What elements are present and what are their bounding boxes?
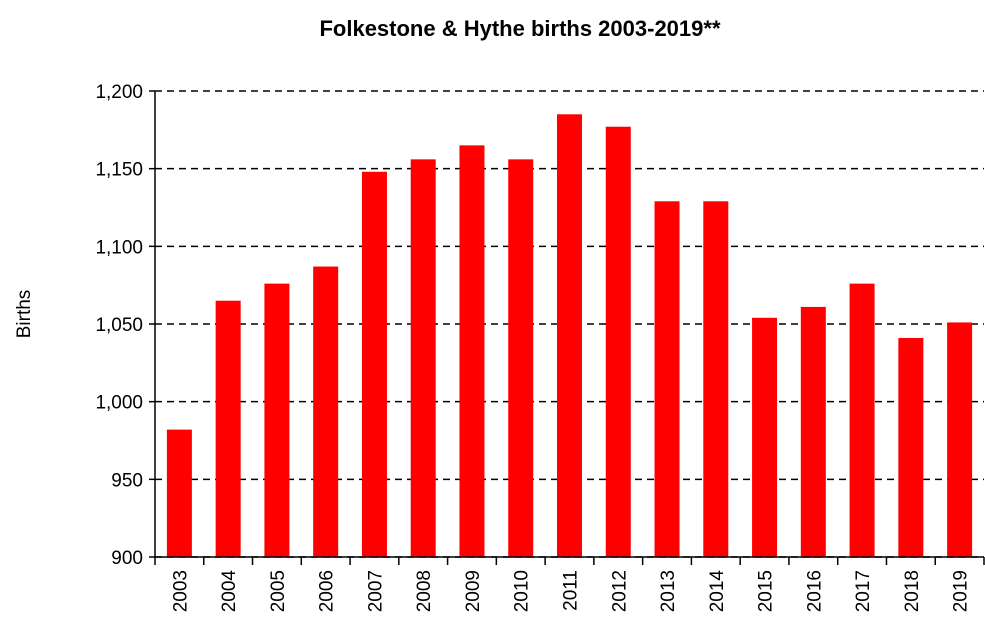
x-tick-label: 2015 <box>756 570 777 612</box>
x-tick-label: 2016 <box>804 570 825 612</box>
bar <box>605 126 631 557</box>
bar <box>264 283 290 557</box>
x-tick-label: 2006 <box>317 570 338 612</box>
x-tick-label: 2003 <box>170 570 191 612</box>
bar <box>800 306 826 557</box>
bar <box>508 159 534 557</box>
x-tick-label: 2013 <box>658 570 679 612</box>
bar <box>410 159 436 557</box>
x-tick-label: 2014 <box>707 570 728 613</box>
bar <box>947 322 973 557</box>
y-tick-label: 1,100 <box>95 237 143 258</box>
y-axis-label: Births <box>14 290 35 339</box>
x-tick-label: 2004 <box>219 570 240 613</box>
x-tick-label: 2018 <box>902 570 923 612</box>
y-tick-label: 1,000 <box>95 393 143 414</box>
x-tick-label: 2017 <box>853 570 874 612</box>
x-tick-label: 2011 <box>561 570 582 611</box>
x-tick-label: 2008 <box>414 570 435 612</box>
y-tick-label: 1,200 <box>95 82 143 103</box>
y-tick-label: 1,150 <box>95 160 143 181</box>
x-tick-label: 2007 <box>365 570 386 612</box>
bar <box>557 114 582 558</box>
x-tick-label: 2005 <box>268 570 289 612</box>
bar <box>703 201 729 557</box>
y-tick-label: 950 <box>111 470 143 491</box>
bar <box>849 283 875 557</box>
bar <box>898 337 924 557</box>
bar <box>459 145 485 557</box>
bar <box>654 201 680 557</box>
bar <box>361 171 387 558</box>
x-tick-label: 2019 <box>951 570 972 612</box>
x-tick-label: 2010 <box>512 570 533 612</box>
bar <box>752 317 778 557</box>
x-tick-label: 2009 <box>463 570 484 612</box>
y-tick-label: 900 <box>111 548 143 569</box>
chart-title: Folkestone & Hythe births 2003-2019** <box>319 16 720 41</box>
bar <box>215 300 241 557</box>
bar <box>166 429 192 557</box>
bar <box>313 266 339 557</box>
x-tick-label: 2012 <box>609 570 630 612</box>
y-tick-label: 1,050 <box>95 315 143 336</box>
